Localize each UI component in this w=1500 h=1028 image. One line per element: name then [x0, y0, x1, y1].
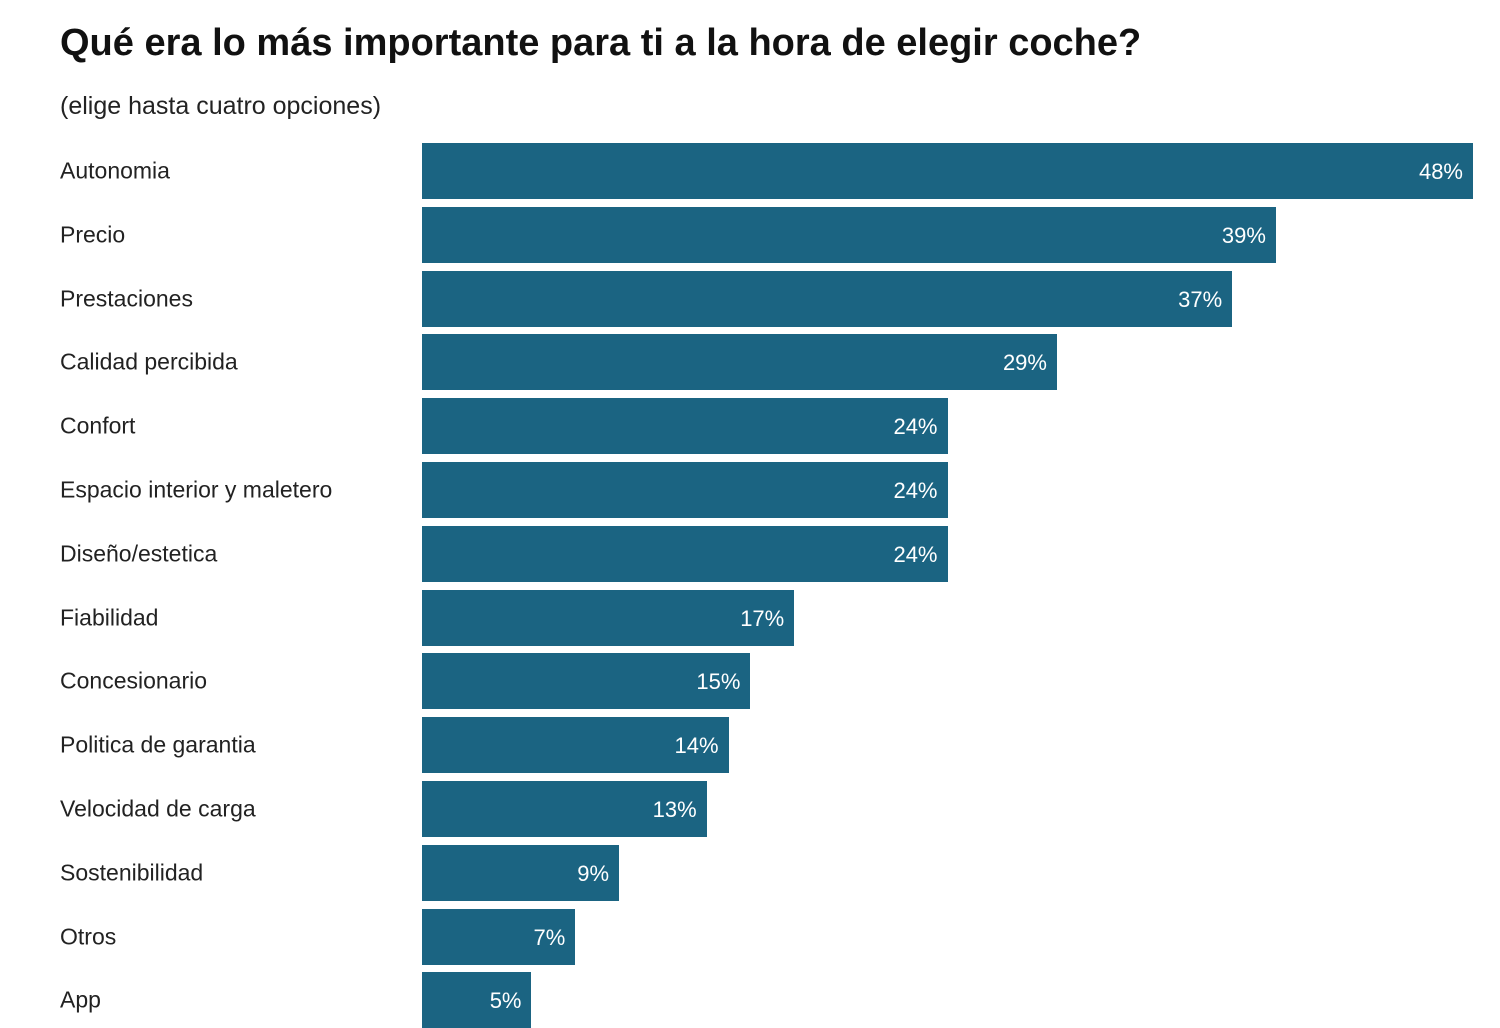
category-label: Fiabilidad: [60, 604, 159, 631]
category-label: Confort: [60, 412, 136, 439]
category-label: Velocidad de carga: [60, 795, 256, 822]
data-label: 39%: [1221, 222, 1266, 248]
category-label: Espacio interior y maletero: [60, 476, 333, 503]
bar: [422, 844, 620, 901]
bar: [422, 717, 729, 774]
category-label: App: [60, 986, 101, 1013]
bar: [422, 589, 795, 646]
category-label: Calidad percibida: [60, 348, 238, 375]
bar: [422, 143, 1473, 199]
bar: [422, 462, 948, 518]
category-label: Concesionario: [60, 667, 208, 694]
data-label: 24%: [893, 478, 938, 503]
category-label: Otros: [60, 923, 117, 950]
chart-title: Qué era lo más importante para ti a la h…: [60, 22, 1142, 64]
bar: [422, 653, 751, 710]
data-label: 17%: [740, 605, 785, 631]
chart-subtitle: (elige hasta cuatro opciones): [60, 92, 382, 120]
data-label: 13%: [652, 797, 697, 822]
bar: [422, 781, 707, 837]
category-label: Politica de garantia: [60, 731, 256, 758]
bar: [422, 398, 948, 455]
data-label: 24%: [893, 541, 938, 567]
data-label: 15%: [696, 669, 741, 695]
bar: [422, 908, 576, 965]
data-label: 48%: [1418, 159, 1463, 184]
data-label: 24%: [893, 414, 938, 440]
bar: [422, 334, 1057, 391]
bar: [422, 525, 948, 582]
category-label: Prestaciones: [60, 285, 193, 312]
category-label: Precio: [60, 221, 126, 248]
data-label: 37%: [1178, 286, 1223, 312]
data-label: 29%: [1002, 350, 1047, 376]
data-label: 5%: [489, 988, 522, 1014]
bar-chart: Autonomia 48% Precio 39% Prestaciones 37% Cali…: [60, 143, 1473, 1028]
category-label: Diseño/estetica: [60, 540, 218, 567]
data-label: 14%: [674, 733, 719, 759]
bar: [422, 206, 1276, 263]
bar: [422, 270, 1233, 327]
category-label: Sostenibilidad: [60, 859, 204, 886]
data-label: 9%: [577, 860, 610, 886]
category-label: Autonomia: [60, 157, 170, 184]
data-label: 7%: [533, 924, 566, 950]
